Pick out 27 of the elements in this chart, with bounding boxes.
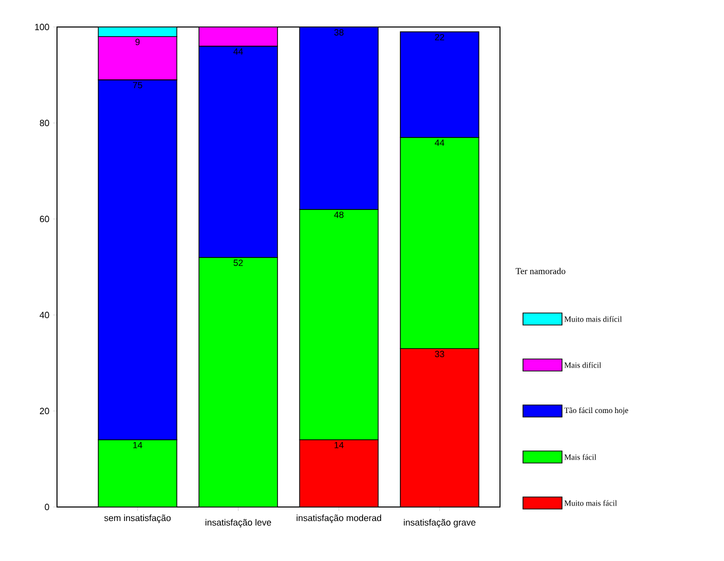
x-tick-label: insatisfação grave	[404, 518, 476, 528]
data-label: 14	[334, 442, 344, 448]
legend-label: Muito mais difícil	[564, 316, 622, 322]
x-tick-label: sem insatisfação	[104, 514, 171, 523]
x-tick-label: insatisfação moderad	[296, 514, 382, 523]
y-tick-label: 40	[40, 312, 50, 318]
y-tick-label: 60	[40, 216, 50, 222]
data-label: 33	[434, 350, 444, 358]
y-tick-label: 20	[40, 408, 50, 414]
data-label: 9	[135, 38, 140, 46]
legend-label: Muito mais fácil	[564, 500, 617, 506]
y-tick-label: 80	[40, 120, 50, 126]
data-label: 52	[234, 260, 243, 266]
data-label: 22	[435, 34, 444, 40]
x-tick-label: insatisfação leve	[206, 518, 272, 528]
y-tick-label: 0	[44, 504, 50, 510]
data-label: 44	[434, 140, 444, 146]
legend-label: Mais difícil	[564, 362, 602, 368]
legend-label: Mais fácil	[564, 454, 596, 460]
data-label: 14	[133, 442, 142, 448]
data-label: 38	[334, 29, 344, 36]
data-label: 48	[334, 212, 344, 218]
y-tick-label: 100	[35, 24, 50, 30]
legend-label: Tão fácil como hoje	[564, 407, 628, 415]
data-label: 75	[132, 82, 142, 88]
legend-title: Ter namorado	[516, 268, 566, 274]
data-label: 44	[233, 48, 243, 55]
